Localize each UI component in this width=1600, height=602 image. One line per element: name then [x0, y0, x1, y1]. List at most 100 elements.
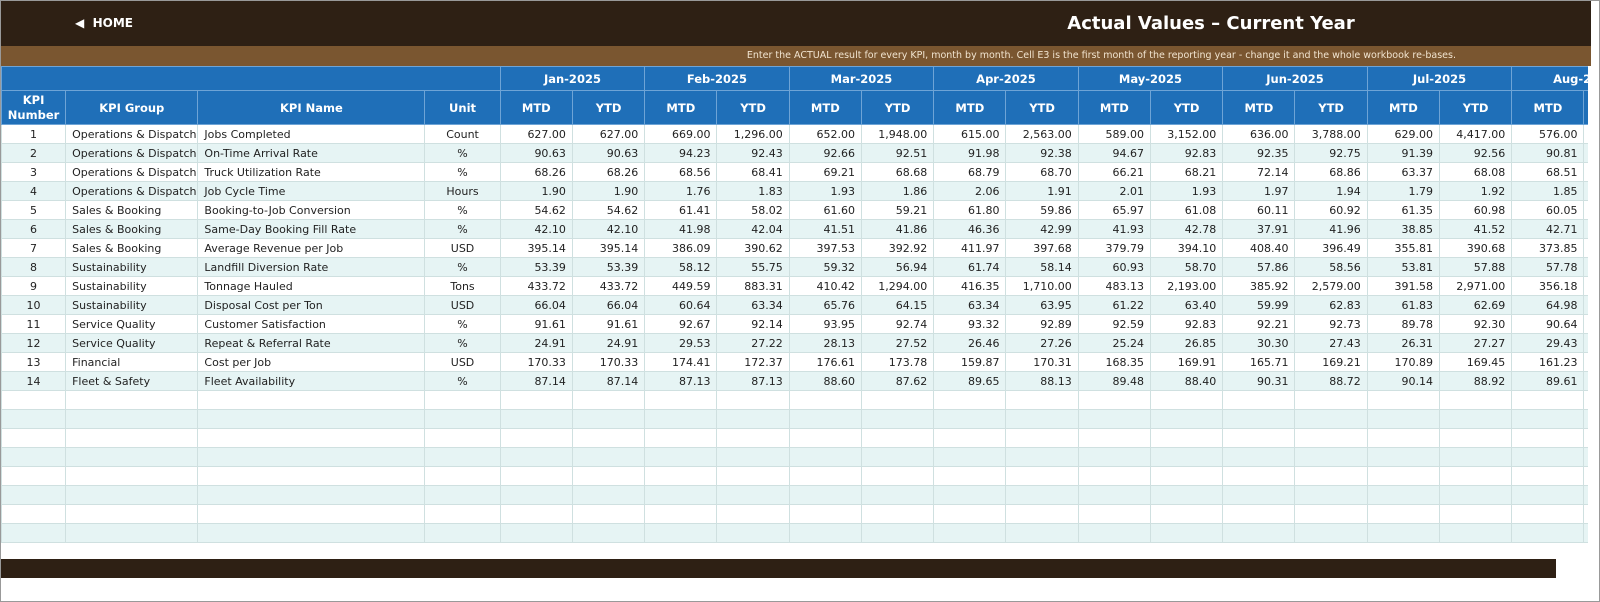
kpi-name[interactable]: Job Cycle Time — [197, 181, 426, 201]
value-cell[interactable]: 385.92 — [1222, 276, 1296, 296]
value-cell[interactable]: 91.61 — [499, 314, 573, 334]
empty-cell[interactable] — [1438, 390, 1513, 410]
empty-cell[interactable] — [860, 390, 935, 410]
empty-cell[interactable] — [1294, 390, 1368, 410]
empty-cell[interactable] — [499, 504, 573, 524]
empty-cell[interactable] — [1366, 485, 1440, 505]
value-cell[interactable]: 379.79 — [1077, 238, 1151, 258]
kpi-name[interactable]: Truck Utilization Rate — [197, 162, 426, 182]
empty-cell[interactable] — [424, 504, 501, 524]
empty-cell[interactable] — [197, 409, 426, 429]
value-cell[interactable]: 57.86 — [1222, 257, 1296, 277]
value-cell[interactable]: 397.68 — [1005, 238, 1079, 258]
value-cell[interactable]: 91.39 — [1366, 143, 1440, 163]
value-cell[interactable]: 24.91 — [571, 333, 646, 353]
kpi-group[interactable]: Fleet & Safety — [65, 371, 199, 391]
value-cell[interactable]: 395.14 — [571, 238, 646, 258]
value-cell[interactable]: 92.51 — [860, 143, 935, 163]
empty-cell[interactable] — [1149, 447, 1224, 467]
value-cell[interactable]: 1.90 — [499, 181, 573, 201]
value-cell[interactable]: 24.91 — [499, 333, 573, 353]
value-cell[interactable]: 170.33 — [499, 352, 573, 372]
value-cell[interactable]: 1.76 — [644, 181, 718, 201]
kpi-group[interactable]: Sales & Booking — [65, 200, 199, 220]
value-cell[interactable]: 56.94 — [860, 257, 935, 277]
empty-cell[interactable] — [644, 409, 718, 429]
value-cell[interactable]: 25.24 — [1077, 333, 1151, 353]
value-cell[interactable]: 29.43 — [1511, 333, 1585, 353]
empty-cell[interactable] — [1149, 523, 1224, 543]
value-cell[interactable]: 170.31 — [1005, 352, 1079, 372]
empty-cell[interactable] — [1222, 504, 1296, 524]
empty-cell[interactable] — [1438, 428, 1513, 448]
empty-cell[interactable] — [65, 428, 199, 448]
empty-cell[interactable] — [571, 485, 646, 505]
value-cell[interactable]: 61.80 — [933, 200, 1007, 220]
empty-cell[interactable] — [65, 523, 199, 543]
empty-cell[interactable] — [1366, 390, 1440, 410]
value-cell[interactable]: 87.13 — [644, 371, 718, 391]
kpi-name[interactable]: Fleet Availability — [197, 371, 426, 391]
value-cell[interactable]: 1.83 — [716, 181, 790, 201]
kpi-group[interactable]: Service Quality — [65, 314, 199, 334]
empty-cell[interactable] — [1294, 504, 1368, 524]
value-cell[interactable]: 27.52 — [860, 333, 935, 353]
value-cell[interactable]: 636.00 — [1222, 124, 1296, 144]
empty-cell[interactable] — [1222, 523, 1296, 543]
empty-cell[interactable] — [644, 523, 718, 543]
value-cell[interactable]: 87.13 — [716, 371, 790, 391]
value-cell[interactable]: 92.83 — [1149, 314, 1224, 334]
empty-cell[interactable] — [571, 523, 646, 543]
kpi-name[interactable]: Disposal Cost per Ton — [197, 295, 426, 315]
value-cell[interactable]: 883.31 — [716, 276, 790, 296]
value-cell[interactable]: 92.56 — [1438, 143, 1513, 163]
empty-cell[interactable] — [716, 428, 790, 448]
kpi-name[interactable]: Average Revenue per Job — [197, 238, 426, 258]
empty-cell[interactable] — [1, 447, 67, 467]
value-cell[interactable]: 42.10 — [499, 219, 573, 239]
empty-cell[interactable] — [1583, 466, 1588, 486]
empty-cell[interactable] — [1077, 428, 1151, 448]
empty-cell[interactable] — [1366, 409, 1440, 429]
value-cell[interactable]: 169.45 — [1438, 352, 1513, 372]
value-cell[interactable]: 60.92 — [1294, 200, 1368, 220]
value-cell[interactable]: 1.79 — [1366, 181, 1440, 201]
value-cell[interactable]: 396.49 — [1294, 238, 1368, 258]
value-cell[interactable]: 30.30 — [1222, 333, 1296, 353]
kpi-number[interactable]: 7 — [1, 238, 67, 258]
empty-cell[interactable] — [1583, 276, 1588, 296]
value-cell[interactable]: 416.35 — [933, 276, 1007, 296]
empty-cell[interactable] — [1222, 485, 1296, 505]
value-cell[interactable]: 61.60 — [788, 200, 862, 220]
kpi-unit[interactable]: Count — [424, 124, 501, 144]
value-cell[interactable]: 1.85 — [1511, 181, 1585, 201]
value-cell[interactable]: 68.51 — [1511, 162, 1585, 182]
value-cell[interactable]: 373.85 — [1511, 238, 1585, 258]
value-cell[interactable]: 91.98 — [933, 143, 1007, 163]
empty-cell[interactable] — [788, 523, 862, 543]
value-cell[interactable]: 26.85 — [1149, 333, 1224, 353]
empty-cell[interactable] — [788, 504, 862, 524]
empty-cell[interactable] — [1294, 447, 1368, 467]
kpi-group[interactable]: Operations & Dispatch — [65, 162, 199, 182]
value-cell[interactable]: 92.83 — [1149, 143, 1224, 163]
empty-cell[interactable] — [197, 447, 426, 467]
empty-cell[interactable] — [65, 504, 199, 524]
value-cell[interactable]: 390.62 — [716, 238, 790, 258]
empty-cell[interactable] — [1005, 428, 1079, 448]
empty-cell[interactable] — [860, 523, 935, 543]
value-cell[interactable]: 58.02 — [716, 200, 790, 220]
home-button[interactable]: ◀ HOME — [75, 16, 133, 30]
value-cell[interactable]: 37.91 — [1222, 219, 1296, 239]
value-cell[interactable]: 42.99 — [1005, 219, 1079, 239]
value-cell[interactable]: 395.14 — [499, 238, 573, 258]
value-cell[interactable]: 61.08 — [1149, 200, 1224, 220]
value-cell[interactable]: 61.74 — [933, 257, 1007, 277]
empty-cell[interactable] — [1077, 447, 1151, 467]
empty-cell[interactable] — [1366, 523, 1440, 543]
value-cell[interactable]: 165.71 — [1222, 352, 1296, 372]
empty-cell[interactable] — [1005, 504, 1079, 524]
empty-cell[interactable] — [1583, 143, 1588, 163]
empty-cell[interactable] — [1438, 447, 1513, 467]
empty-cell[interactable] — [1294, 466, 1368, 486]
